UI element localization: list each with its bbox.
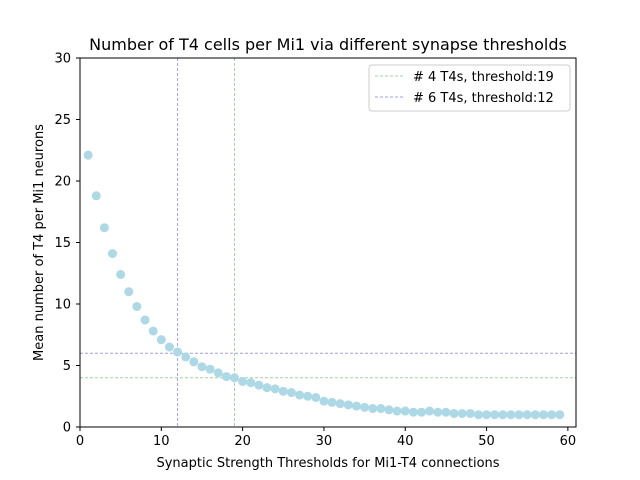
data-point xyxy=(295,390,305,400)
data-point xyxy=(116,269,126,279)
data-point xyxy=(91,191,101,201)
y-tick-label: 5 xyxy=(63,359,71,374)
data-point xyxy=(156,335,166,345)
y-tick-label: 0 xyxy=(63,421,71,436)
y-axis-ticks: 0 5 10 15 20 25 30 xyxy=(54,52,80,436)
x-tick-label: 10 xyxy=(153,434,170,449)
y-tick-label: 25 xyxy=(54,113,71,128)
legend: # 4 T4s, threshold:19 # 6 T4s, threshold… xyxy=(368,64,571,112)
data-point xyxy=(270,384,280,394)
data-point xyxy=(229,373,239,383)
y-tick-label: 10 xyxy=(54,298,71,313)
data-point xyxy=(425,406,435,416)
data-point xyxy=(482,410,492,420)
data-point xyxy=(384,405,394,415)
data-point xyxy=(473,410,483,420)
data-point xyxy=(465,408,475,418)
data-point xyxy=(311,392,321,402)
data-point xyxy=(148,326,158,336)
data-point xyxy=(449,408,459,418)
data-point xyxy=(124,287,134,297)
data-point xyxy=(522,410,532,420)
data-point xyxy=(197,362,207,372)
data-point xyxy=(335,399,345,409)
x-axis-label: Synaptic Strength Thresholds for Mi1-T4 … xyxy=(156,456,499,471)
data-point xyxy=(181,352,191,362)
data-point xyxy=(360,402,370,412)
data-points xyxy=(83,150,565,420)
data-point xyxy=(530,410,540,420)
data-point xyxy=(368,404,378,414)
legend-label-threshold-12: # 6 T4s, threshold:12 xyxy=(413,91,554,106)
data-point xyxy=(351,401,361,411)
data-point xyxy=(555,410,565,420)
data-point xyxy=(99,223,109,233)
data-point xyxy=(498,410,508,420)
legend-label-threshold-19: # 4 T4s, threshold:19 xyxy=(413,70,554,85)
data-point xyxy=(173,347,183,357)
data-point xyxy=(408,407,418,417)
x-tick-label: 0 xyxy=(76,434,84,449)
data-point xyxy=(205,364,215,374)
data-point xyxy=(246,378,256,388)
data-point xyxy=(164,342,174,352)
plot-background xyxy=(80,58,576,427)
data-point xyxy=(433,407,443,417)
y-tick-label: 15 xyxy=(54,236,71,251)
data-point xyxy=(132,301,142,311)
data-point xyxy=(213,368,223,378)
data-point xyxy=(376,404,386,414)
data-point xyxy=(278,386,288,396)
data-point xyxy=(392,406,402,416)
x-tick-label: 40 xyxy=(397,434,414,449)
data-point xyxy=(343,400,353,410)
data-point xyxy=(538,410,548,420)
data-point xyxy=(547,410,557,420)
data-point xyxy=(441,407,451,417)
data-point xyxy=(303,391,313,401)
x-axis-ticks: 0 10 20 30 40 50 60 xyxy=(76,427,576,449)
reference-lines xyxy=(80,58,576,427)
data-point xyxy=(262,383,272,393)
data-point xyxy=(319,396,329,406)
y-axis-label: Mean number of T4 per Mi1 neurons xyxy=(32,124,47,361)
data-point xyxy=(286,388,296,398)
y-tick-label: 30 xyxy=(54,52,71,67)
data-point xyxy=(490,410,500,420)
data-point xyxy=(108,249,118,259)
plot-area xyxy=(80,58,576,427)
x-tick-label: 50 xyxy=(478,434,495,449)
legend-box xyxy=(368,64,571,112)
x-tick-label: 20 xyxy=(234,434,251,449)
data-point xyxy=(417,407,427,417)
chart-title: Number of T4 cells per Mi1 via different… xyxy=(89,35,567,54)
data-point xyxy=(514,410,524,420)
data-point xyxy=(140,315,150,325)
data-point xyxy=(221,372,231,382)
data-point xyxy=(457,408,467,418)
y-tick-label: 20 xyxy=(54,175,71,190)
data-point xyxy=(83,150,93,160)
x-tick-label: 60 xyxy=(560,434,577,449)
data-point xyxy=(238,376,248,386)
data-point xyxy=(189,357,199,367)
data-point xyxy=(254,380,264,390)
data-point xyxy=(327,397,337,407)
data-point xyxy=(400,406,410,416)
x-tick-label: 30 xyxy=(316,434,333,449)
data-point xyxy=(506,410,516,420)
